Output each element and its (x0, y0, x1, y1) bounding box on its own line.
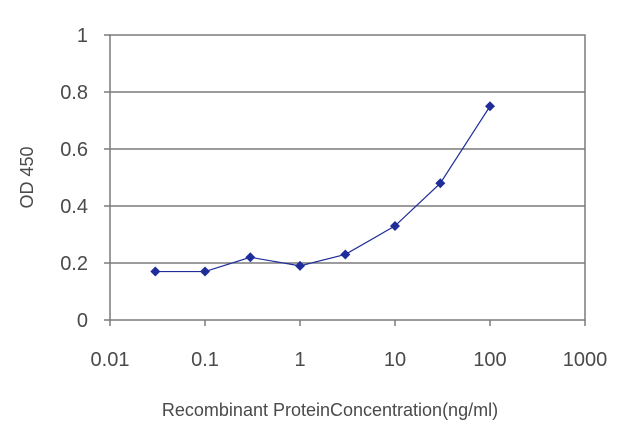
x-axis-label: Recombinant ProteinConcentration(ng/ml) (162, 400, 498, 420)
data-point (435, 178, 446, 189)
data-point (245, 252, 256, 263)
data-point (390, 220, 400, 231)
y-axis-ticks: 0 0.2 0.4 0.6 0.8 1 (60, 25, 110, 332)
x-tick-label: 1000 (563, 349, 608, 371)
data-point (485, 101, 495, 112)
y-tick-label: 0.2 (60, 253, 88, 275)
data-point (150, 266, 161, 277)
x-tick-label: 1 (294, 349, 305, 371)
x-tick-label: 100 (473, 349, 506, 371)
series-layer (150, 101, 495, 277)
data-point (340, 249, 351, 260)
series-line (155, 105, 491, 273)
y-tick-label: 0.8 (60, 82, 88, 104)
data-point (295, 260, 305, 271)
grid-lines (110, 91, 585, 264)
x-tick-label: 10 (384, 349, 406, 371)
x-tick-label: 0.1 (191, 349, 219, 371)
plot-area (109, 34, 586, 321)
y-tick-label: 1 (77, 25, 88, 47)
y-tick-label: 0 (77, 310, 88, 332)
x-tick-label: 0.01 (91, 349, 130, 371)
y-tick-label: 0.6 (60, 139, 88, 161)
x-axis-ticks: 0.01 0.1 1 10 100 1000 (91, 320, 608, 371)
data-point (200, 266, 210, 277)
y-axis-label: OD 450 (17, 146, 37, 208)
y-tick-label: 0.4 (60, 196, 88, 218)
